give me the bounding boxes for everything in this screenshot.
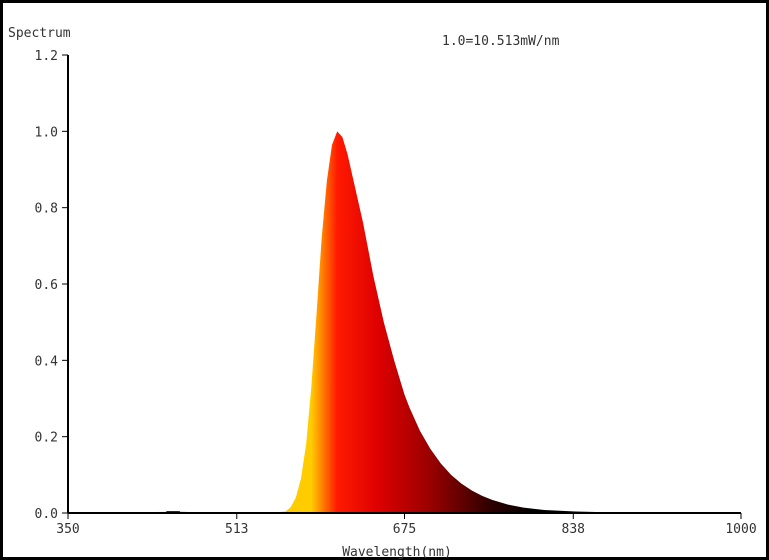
- y-tick-label: 1.2: [35, 49, 58, 64]
- x-tick-label: 838: [562, 522, 585, 537]
- x-axis-label: Wavelength(nm): [342, 545, 452, 560]
- scale-annotation: 1.0=10.513mW/nm: [442, 34, 560, 49]
- x-tick-label: 350: [56, 522, 79, 537]
- y-tick-label: 1.0: [35, 125, 58, 140]
- x-tick-label: 513: [225, 522, 248, 537]
- y-tick-label: 0.6: [35, 278, 58, 293]
- y-tick-label: 0.8: [35, 202, 58, 217]
- y-tick-label: 0.2: [35, 431, 58, 446]
- y-ticks: 0.0 0.2 0.4 0.6 0.8 1.0 1.2: [35, 49, 68, 522]
- chart-title: Spectrum: [8, 26, 71, 41]
- spectrum-area: [68, 131, 741, 513]
- x-ticks: 350 513 675 838 1000: [56, 513, 757, 537]
- x-tick-label: 1000: [725, 522, 756, 537]
- y-tick-label: 0.4: [35, 354, 59, 369]
- x-tick-label: 675: [393, 522, 416, 537]
- y-tick-label: 0.0: [35, 507, 58, 522]
